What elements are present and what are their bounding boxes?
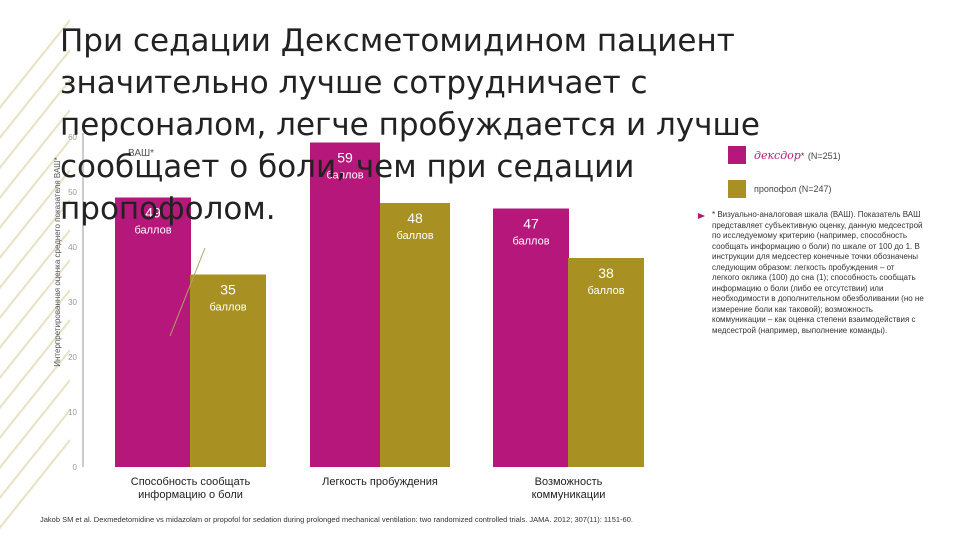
legend-dexdor-name: дексдор bbox=[754, 148, 801, 162]
bar-unit-label: баллов bbox=[134, 225, 171, 237]
legend-label-dexdor: дексдор* (N=251) bbox=[754, 149, 841, 162]
legend-dexdor-mark: * bbox=[800, 150, 805, 161]
bar-unit-label: баллов bbox=[326, 170, 363, 182]
footnote: * Визуально-аналоговая шкала (ВАШ). Пока… bbox=[712, 210, 924, 335]
bar-dexdor bbox=[115, 197, 191, 467]
bar-dexdor bbox=[493, 208, 569, 467]
bar-value-label: 48 bbox=[407, 210, 423, 226]
y-tick-label: 20 bbox=[68, 353, 77, 362]
y-tick-label: 30 bbox=[68, 298, 77, 307]
bar-dexdor bbox=[310, 142, 380, 467]
bar-unit-label: баллов bbox=[587, 285, 624, 297]
x-category-label: коммуникации bbox=[532, 489, 606, 501]
bar-value-label: 49 bbox=[145, 205, 161, 221]
chart-annotation: ВАШ* bbox=[128, 148, 154, 159]
x-category-label: Способность сообщать bbox=[131, 476, 251, 488]
y-tick-label: 10 bbox=[68, 408, 77, 417]
bar-unit-label: баллов bbox=[396, 230, 433, 242]
y-tick-label: 60 bbox=[68, 133, 77, 142]
bar-propofol bbox=[190, 274, 266, 467]
page-title: При седации Дексметомидином пациент знач… bbox=[60, 23, 760, 227]
legend-item-dexdor: дексдор* (N=251) bbox=[728, 138, 841, 172]
bar-propofol bbox=[380, 203, 450, 467]
y-axis-label: Интерпретированная оценка среднего показ… bbox=[53, 157, 62, 367]
legend-dexdor-n: (N=251) bbox=[807, 150, 841, 161]
decorative-line bbox=[169, 247, 206, 337]
footnote-arrow-icon bbox=[698, 213, 705, 219]
bar-value-label: 47 bbox=[523, 216, 539, 232]
bar-propofol bbox=[568, 258, 644, 467]
y-tick-label: 40 bbox=[68, 243, 77, 252]
bar-unit-label: баллов bbox=[512, 236, 549, 248]
legend-swatch-dexdor bbox=[728, 146, 746, 164]
y-tick-label: 50 bbox=[68, 188, 77, 197]
legend: дексдор* (N=251) пропофол (N=247) bbox=[728, 138, 841, 206]
source-citation: Jakob SM et al. Dexmedetomidine vs midaz… bbox=[40, 515, 633, 524]
x-category-label: информацию о боли bbox=[138, 489, 243, 501]
legend-label-propofol: пропофол (N=247) bbox=[754, 184, 832, 194]
legend-swatch-propofol bbox=[728, 180, 746, 198]
bar-value-label: 59 bbox=[337, 150, 353, 166]
bar-unit-label: баллов bbox=[209, 302, 246, 314]
x-category-label: Легкость пробуждения bbox=[322, 476, 438, 488]
x-category-label: Возможность bbox=[535, 476, 603, 488]
decorative-stripes bbox=[0, 19, 70, 530]
y-tick-label: 0 bbox=[73, 463, 78, 472]
bar-value-label: 38 bbox=[598, 265, 614, 281]
legend-item-propofol: пропофол (N=247) bbox=[728, 172, 841, 206]
bar-value-label: 35 bbox=[220, 282, 236, 298]
